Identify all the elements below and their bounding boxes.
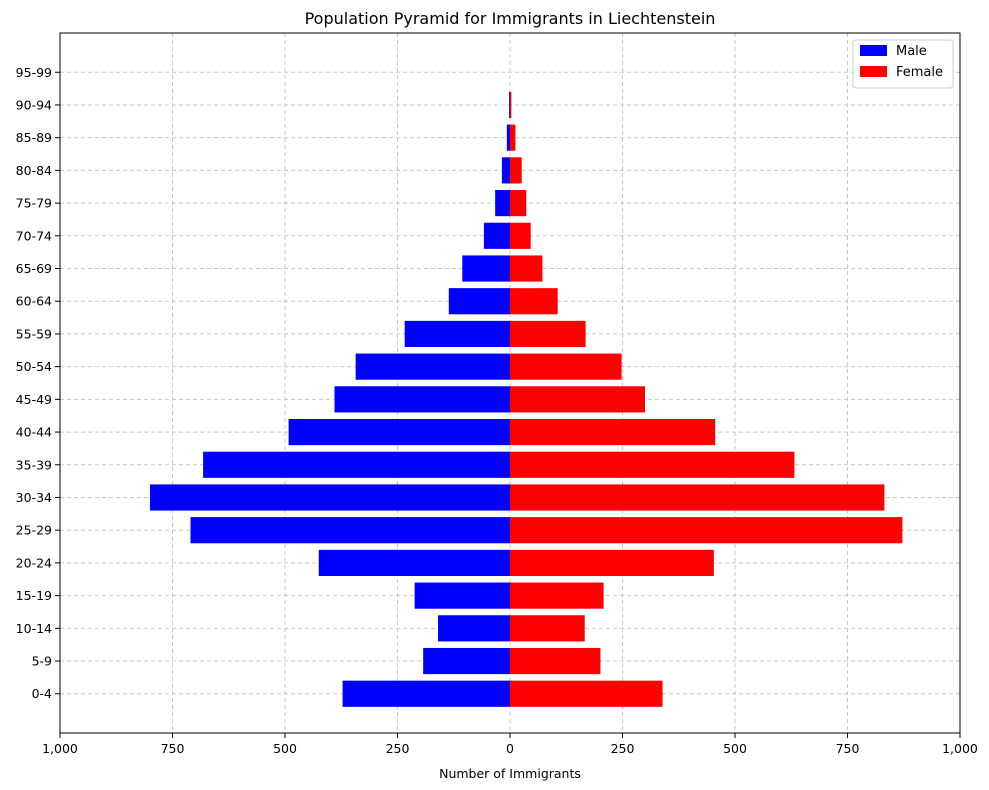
y-tick-label: 55-59	[16, 326, 52, 341]
bar-female	[510, 320, 586, 348]
bar-male	[355, 353, 510, 380]
bar-male	[506, 124, 510, 151]
y-tick-label: 60-64	[16, 294, 52, 309]
y-axis-ticks: 0-4 5-9 10-14 15-19 20-24 25-29 30-34 35-39 40-4…	[16, 65, 60, 701]
y-tick-label: 40-44	[16, 425, 52, 440]
x-tick-label: 500	[273, 741, 297, 756]
bar-female	[510, 91, 512, 119]
bar-female	[510, 549, 714, 576]
bar-male	[495, 190, 510, 217]
y-tick-label: 80-84	[16, 163, 52, 178]
x-tick-label: 1,000	[42, 741, 78, 756]
bar-male	[483, 222, 510, 249]
bar-female	[510, 615, 585, 642]
bar-male	[334, 386, 510, 413]
bar-male	[190, 517, 510, 544]
x-axis-label: Number of Immigrants	[439, 766, 581, 781]
bar-male	[462, 255, 510, 282]
y-tick-label: 5-9	[32, 654, 52, 669]
chart-title: Population Pyramid for Immigrants in Lie…	[305, 9, 716, 28]
y-tick-label: 90-94	[16, 97, 52, 112]
bar-female	[510, 484, 885, 511]
y-tick-label: 15-19	[16, 588, 52, 603]
bar-male	[509, 91, 510, 119]
bar-female	[510, 451, 795, 478]
bar-female	[510, 124, 516, 151]
bar-female	[510, 386, 645, 413]
x-tick-label: 1,000	[942, 741, 978, 756]
x-tick-label: 250	[611, 741, 635, 756]
bar-female	[510, 190, 527, 217]
x-tick-label: 0	[506, 741, 514, 756]
bar-male	[318, 549, 510, 576]
y-tick-label: 65-69	[16, 261, 52, 276]
x-tick-label: 750	[161, 741, 185, 756]
bar-female	[510, 680, 663, 707]
bar-female	[510, 647, 601, 675]
y-tick-label: 95-99	[16, 65, 52, 80]
y-tick-label: 10-14	[16, 621, 52, 636]
x-tick-label: 750	[836, 741, 860, 756]
bar-male	[414, 582, 510, 609]
y-tick-label: 70-74	[16, 228, 52, 243]
bar-male	[448, 288, 510, 315]
y-tick-label: 45-49	[16, 392, 52, 407]
bar-female	[510, 222, 531, 249]
legend: Male Female	[852, 39, 954, 89]
y-tick-label: 30-34	[16, 490, 52, 505]
bar-female	[510, 582, 604, 609]
bar-male	[342, 680, 510, 707]
bar-female	[510, 353, 622, 380]
y-tick-label: 85-89	[16, 130, 52, 145]
bars-layer	[150, 91, 903, 707]
x-tick-label: 500	[723, 741, 747, 756]
y-tick-label: 25-29	[16, 523, 52, 538]
bar-male	[288, 418, 510, 446]
x-axis-ticks: 1,000 750 500 250 0 250 500 750 1,000	[42, 733, 978, 756]
y-tick-label: 35-39	[16, 457, 52, 472]
bar-female	[510, 157, 522, 184]
bar-male	[438, 615, 510, 642]
y-tick-label: 20-24	[16, 555, 52, 570]
x-tick-label: 250	[386, 741, 410, 756]
bar-male	[150, 484, 510, 511]
legend-label-male: Male	[896, 44, 927, 59]
y-tick-label: 0-4	[32, 686, 52, 701]
y-tick-label: 75-79	[16, 196, 52, 211]
bar-female	[510, 288, 558, 315]
legend-swatch-female	[860, 66, 887, 77]
legend-swatch-male	[860, 45, 887, 56]
bar-male	[423, 647, 510, 675]
bar-male	[203, 451, 510, 478]
legend-label-female: Female	[896, 65, 943, 80]
bar-female	[510, 418, 716, 446]
bar-female	[510, 517, 903, 544]
bar-male	[501, 157, 510, 184]
bar-male	[404, 320, 510, 348]
bar-female	[510, 255, 543, 282]
y-tick-label: 50-54	[16, 359, 52, 374]
